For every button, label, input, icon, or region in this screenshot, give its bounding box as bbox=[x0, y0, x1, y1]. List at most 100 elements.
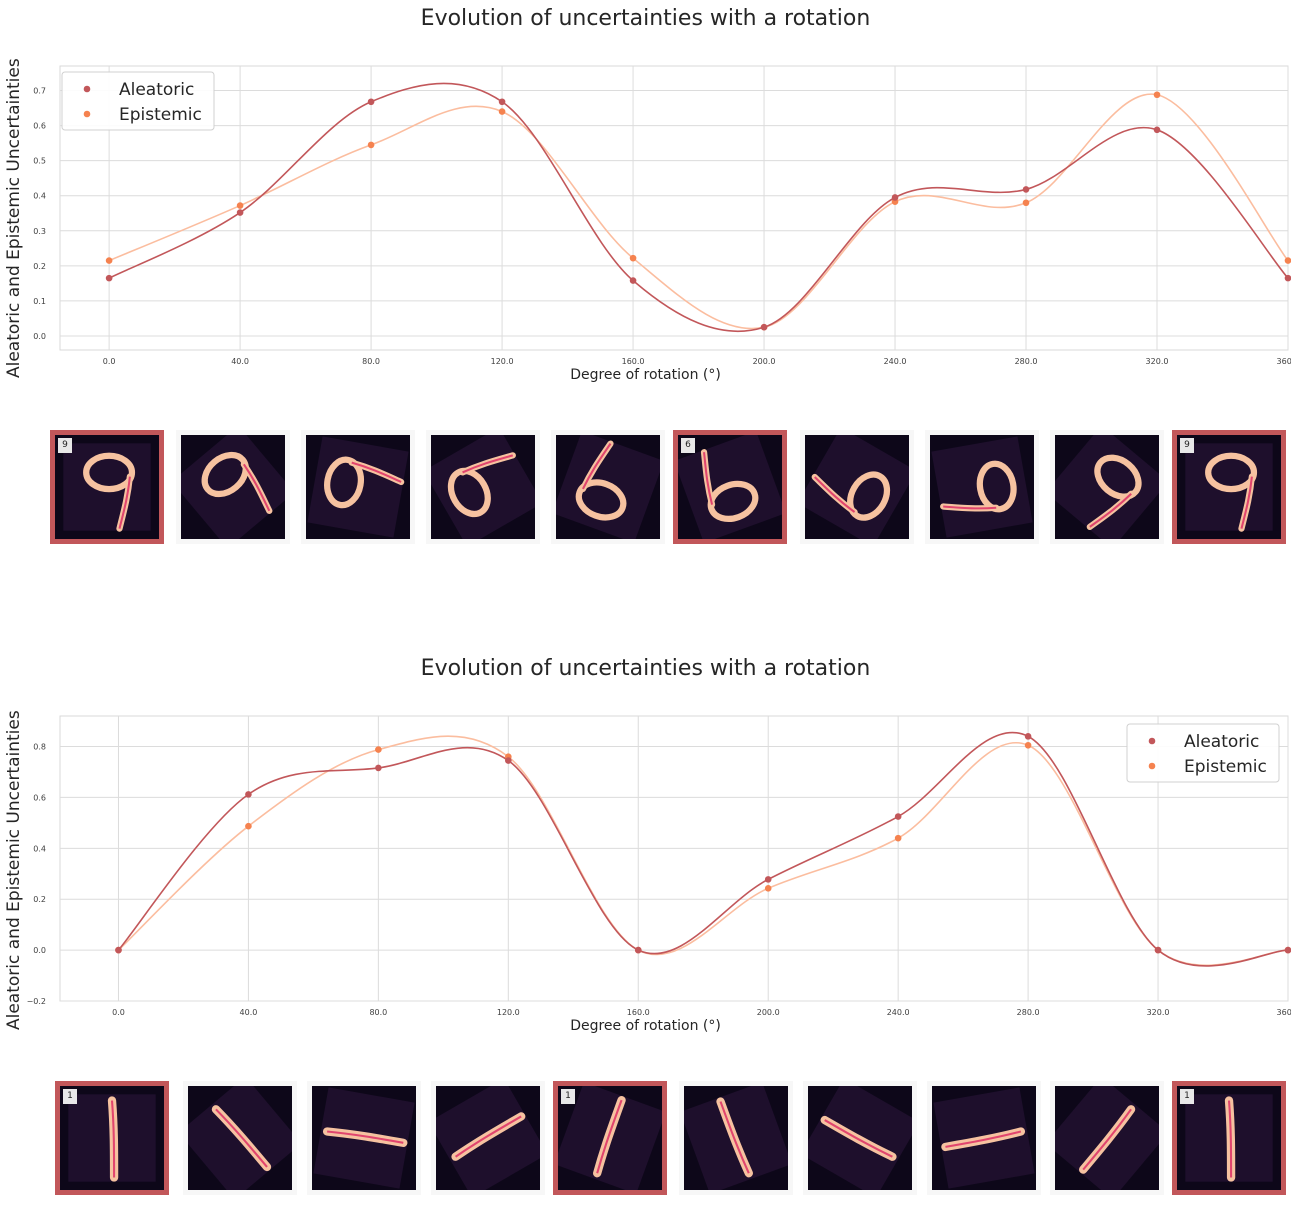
digit-stroke-core bbox=[1082, 1108, 1132, 1171]
rotation-thumbnail bbox=[1050, 430, 1164, 544]
legend-marker-epistemic bbox=[83, 110, 91, 118]
legend-marker-aleatoric bbox=[1148, 737, 1156, 745]
x-tick-label: 240.0 bbox=[884, 357, 907, 366]
data-point-epistemic bbox=[498, 108, 506, 115]
data-point-epistemic bbox=[1153, 91, 1161, 99]
digit-image bbox=[684, 1086, 788, 1190]
data-point-epistemic bbox=[764, 884, 772, 892]
digit-stroke-group bbox=[558, 1086, 662, 1190]
digit-stroke-group bbox=[556, 435, 660, 539]
rotation-thumbnail bbox=[800, 430, 914, 544]
data-point-aleatoric bbox=[764, 876, 772, 883]
series-line-aleatoric bbox=[117, 731, 1289, 967]
digit-stroke-core bbox=[596, 1099, 623, 1174]
digit-image bbox=[805, 435, 909, 539]
digit-image bbox=[431, 435, 535, 539]
data-point-aleatoric bbox=[1022, 186, 1030, 193]
data-point-epistemic bbox=[236, 202, 244, 209]
digit-stroke-group bbox=[307, 436, 409, 538]
digit-tail-core bbox=[814, 476, 856, 513]
y-tick-label: 0.4 bbox=[33, 844, 46, 853]
data-point-aleatoric bbox=[894, 813, 902, 820]
x-tick-label: 0.0 bbox=[112, 1008, 125, 1017]
digit-stroke-group bbox=[188, 1086, 292, 1190]
legend-label-aleatoric: Aleatoric bbox=[119, 80, 194, 100]
digit-stroke-core bbox=[945, 1130, 1022, 1148]
rotation-thumbnail: 6 bbox=[673, 430, 787, 544]
chart-title: Evolution of uncertainties with a rotati… bbox=[420, 6, 871, 31]
digit-stroke-group bbox=[1055, 1086, 1159, 1190]
digit-loop bbox=[976, 460, 1017, 513]
digit-stroke-group bbox=[931, 436, 1033, 538]
digit-stroke-group bbox=[933, 1087, 1035, 1189]
data-point-aleatoric bbox=[105, 274, 113, 282]
y-tick-label: 0.2 bbox=[33, 262, 46, 271]
digit-loop bbox=[575, 479, 627, 521]
predicted-class-badge: 9 bbox=[58, 438, 72, 453]
digit-loop bbox=[1094, 454, 1142, 500]
digit-image bbox=[313, 1087, 415, 1189]
plot-area bbox=[59, 65, 1289, 351]
digit-stroke-group bbox=[431, 435, 535, 539]
legend-box bbox=[1126, 723, 1280, 783]
digit-image bbox=[678, 435, 782, 539]
legend-marker-epistemic bbox=[1148, 762, 1156, 770]
x-tick-label: 120.0 bbox=[491, 357, 514, 366]
digit-image bbox=[556, 435, 660, 539]
rotation-thumbnail: 9 bbox=[50, 430, 164, 544]
line-chart-top: 0.0 0.1 0.2 0.3 0.4 0.5 0.6 0.7 0.0 40.0 80.0 120.0… bbox=[33, 65, 1291, 366]
digit-image bbox=[1055, 435, 1159, 539]
y-tick-label: 0.7 bbox=[33, 87, 46, 96]
rotation-thumbnail bbox=[301, 430, 415, 544]
y-tick-label: 0.6 bbox=[33, 122, 46, 131]
data-point-epistemic bbox=[894, 834, 902, 842]
chart-panel-top: Evolution of uncertainties with a rotati… bbox=[0, 0, 1291, 600]
predicted-class-badge: 1 bbox=[561, 1089, 575, 1104]
x-tick-label: 80.0 bbox=[362, 357, 380, 366]
digit-tail-core bbox=[1240, 476, 1253, 529]
y-tick-label: 0.5 bbox=[33, 157, 46, 166]
x-tick-label: 0.0 bbox=[103, 357, 116, 366]
digit-stroke-group bbox=[684, 1086, 788, 1190]
predicted-class-badge: 9 bbox=[1180, 438, 1194, 453]
data-point-aleatoric bbox=[367, 98, 375, 106]
x-tick-label: 320.0 bbox=[1146, 357, 1169, 366]
x-tick-label: 280.0 bbox=[1015, 357, 1038, 366]
rotation-thumbnail bbox=[307, 1081, 421, 1195]
legend-label-epistemic: Epistemic bbox=[119, 105, 202, 125]
x-tick-label: 40.0 bbox=[240, 1008, 258, 1017]
y-tick-label: 0.1 bbox=[33, 297, 46, 306]
digit-stroke-group bbox=[313, 1087, 415, 1189]
digit-stroke-group bbox=[436, 1086, 540, 1190]
digit-stroke-group bbox=[181, 435, 285, 539]
data-point-epistemic bbox=[245, 822, 252, 830]
digit-image bbox=[436, 1086, 540, 1190]
digit-stroke-group bbox=[1185, 1094, 1273, 1182]
line-chart-bottom: −0.2 0.0 0.2 0.4 0.6 0.8 0.0 40.0 80.0 120.0 160.0… bbox=[27, 715, 1291, 1017]
x-tick-label: 200.0 bbox=[757, 1008, 780, 1017]
legend-box bbox=[61, 71, 215, 131]
digit-loop bbox=[707, 480, 759, 522]
x-tick-label: 120.0 bbox=[497, 1008, 520, 1017]
digit-image bbox=[1185, 443, 1273, 532]
y-tick-label: 0.4 bbox=[33, 192, 46, 201]
y-tick-label: 0.2 bbox=[33, 895, 46, 904]
data-point-aleatoric bbox=[505, 757, 512, 764]
chart-title: Evolution of uncertainties with a rotati… bbox=[420, 656, 871, 681]
chart-panel-bottom: Evolution of uncertainties with a rotati… bbox=[0, 650, 1291, 1202]
data-point-aleatoric bbox=[115, 946, 122, 954]
digit-tail-core bbox=[462, 454, 514, 474]
data-point-aleatoric bbox=[498, 98, 506, 106]
x-axis-label: Degree of rotation (°) bbox=[570, 367, 721, 383]
series-line-aleatoric bbox=[108, 82, 1289, 332]
data-point-aleatoric bbox=[1284, 946, 1291, 954]
rotation-thumbnail bbox=[803, 1081, 917, 1195]
series-line-epistemic bbox=[108, 93, 1289, 330]
y-tick-label: 0.0 bbox=[33, 946, 46, 955]
digit-tail-core bbox=[1089, 492, 1132, 528]
rotation-thumbnail bbox=[176, 430, 290, 544]
rotation-thumbnail bbox=[431, 1081, 545, 1195]
y-tick-label: 0.0 bbox=[33, 332, 46, 341]
data-point-aleatoric bbox=[760, 323, 768, 331]
plot-area bbox=[59, 715, 1289, 1002]
